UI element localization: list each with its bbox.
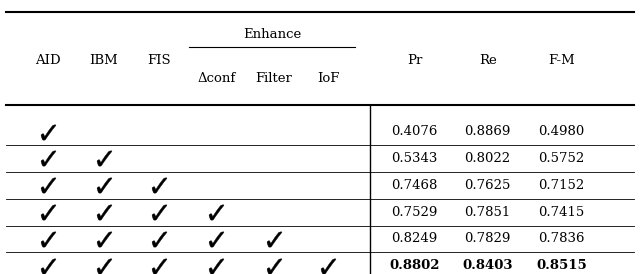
Text: IoF: IoF xyxy=(317,72,339,85)
Text: 0.7829: 0.7829 xyxy=(465,232,511,246)
Text: 0.7152: 0.7152 xyxy=(538,179,584,192)
Text: FIS: FIS xyxy=(147,54,170,67)
Text: Re: Re xyxy=(479,54,497,67)
Text: 0.4076: 0.4076 xyxy=(392,125,438,138)
Text: IBM: IBM xyxy=(90,54,118,67)
Text: 0.7415: 0.7415 xyxy=(538,206,584,219)
Text: Filter: Filter xyxy=(255,72,292,85)
Text: 0.8249: 0.8249 xyxy=(392,232,438,246)
Text: 0.7625: 0.7625 xyxy=(465,179,511,192)
Text: 0.4980: 0.4980 xyxy=(538,125,584,138)
Text: Δconf: Δconf xyxy=(197,72,236,85)
Text: F-M: F-M xyxy=(548,54,575,67)
Text: Pr: Pr xyxy=(407,54,422,67)
Text: 0.8802: 0.8802 xyxy=(390,259,440,272)
Text: 0.5752: 0.5752 xyxy=(538,152,584,165)
Text: 0.5343: 0.5343 xyxy=(392,152,438,165)
Text: 0.7468: 0.7468 xyxy=(392,179,438,192)
Text: Enhance: Enhance xyxy=(243,28,301,41)
Text: 0.7529: 0.7529 xyxy=(392,206,438,219)
Text: 0.8022: 0.8022 xyxy=(465,152,511,165)
Text: 0.8869: 0.8869 xyxy=(465,125,511,138)
Text: 0.7851: 0.7851 xyxy=(465,206,511,219)
Text: 0.8515: 0.8515 xyxy=(536,259,587,272)
Text: 0.8403: 0.8403 xyxy=(463,259,513,272)
Text: AID: AID xyxy=(35,54,61,67)
Text: 0.7836: 0.7836 xyxy=(538,232,584,246)
